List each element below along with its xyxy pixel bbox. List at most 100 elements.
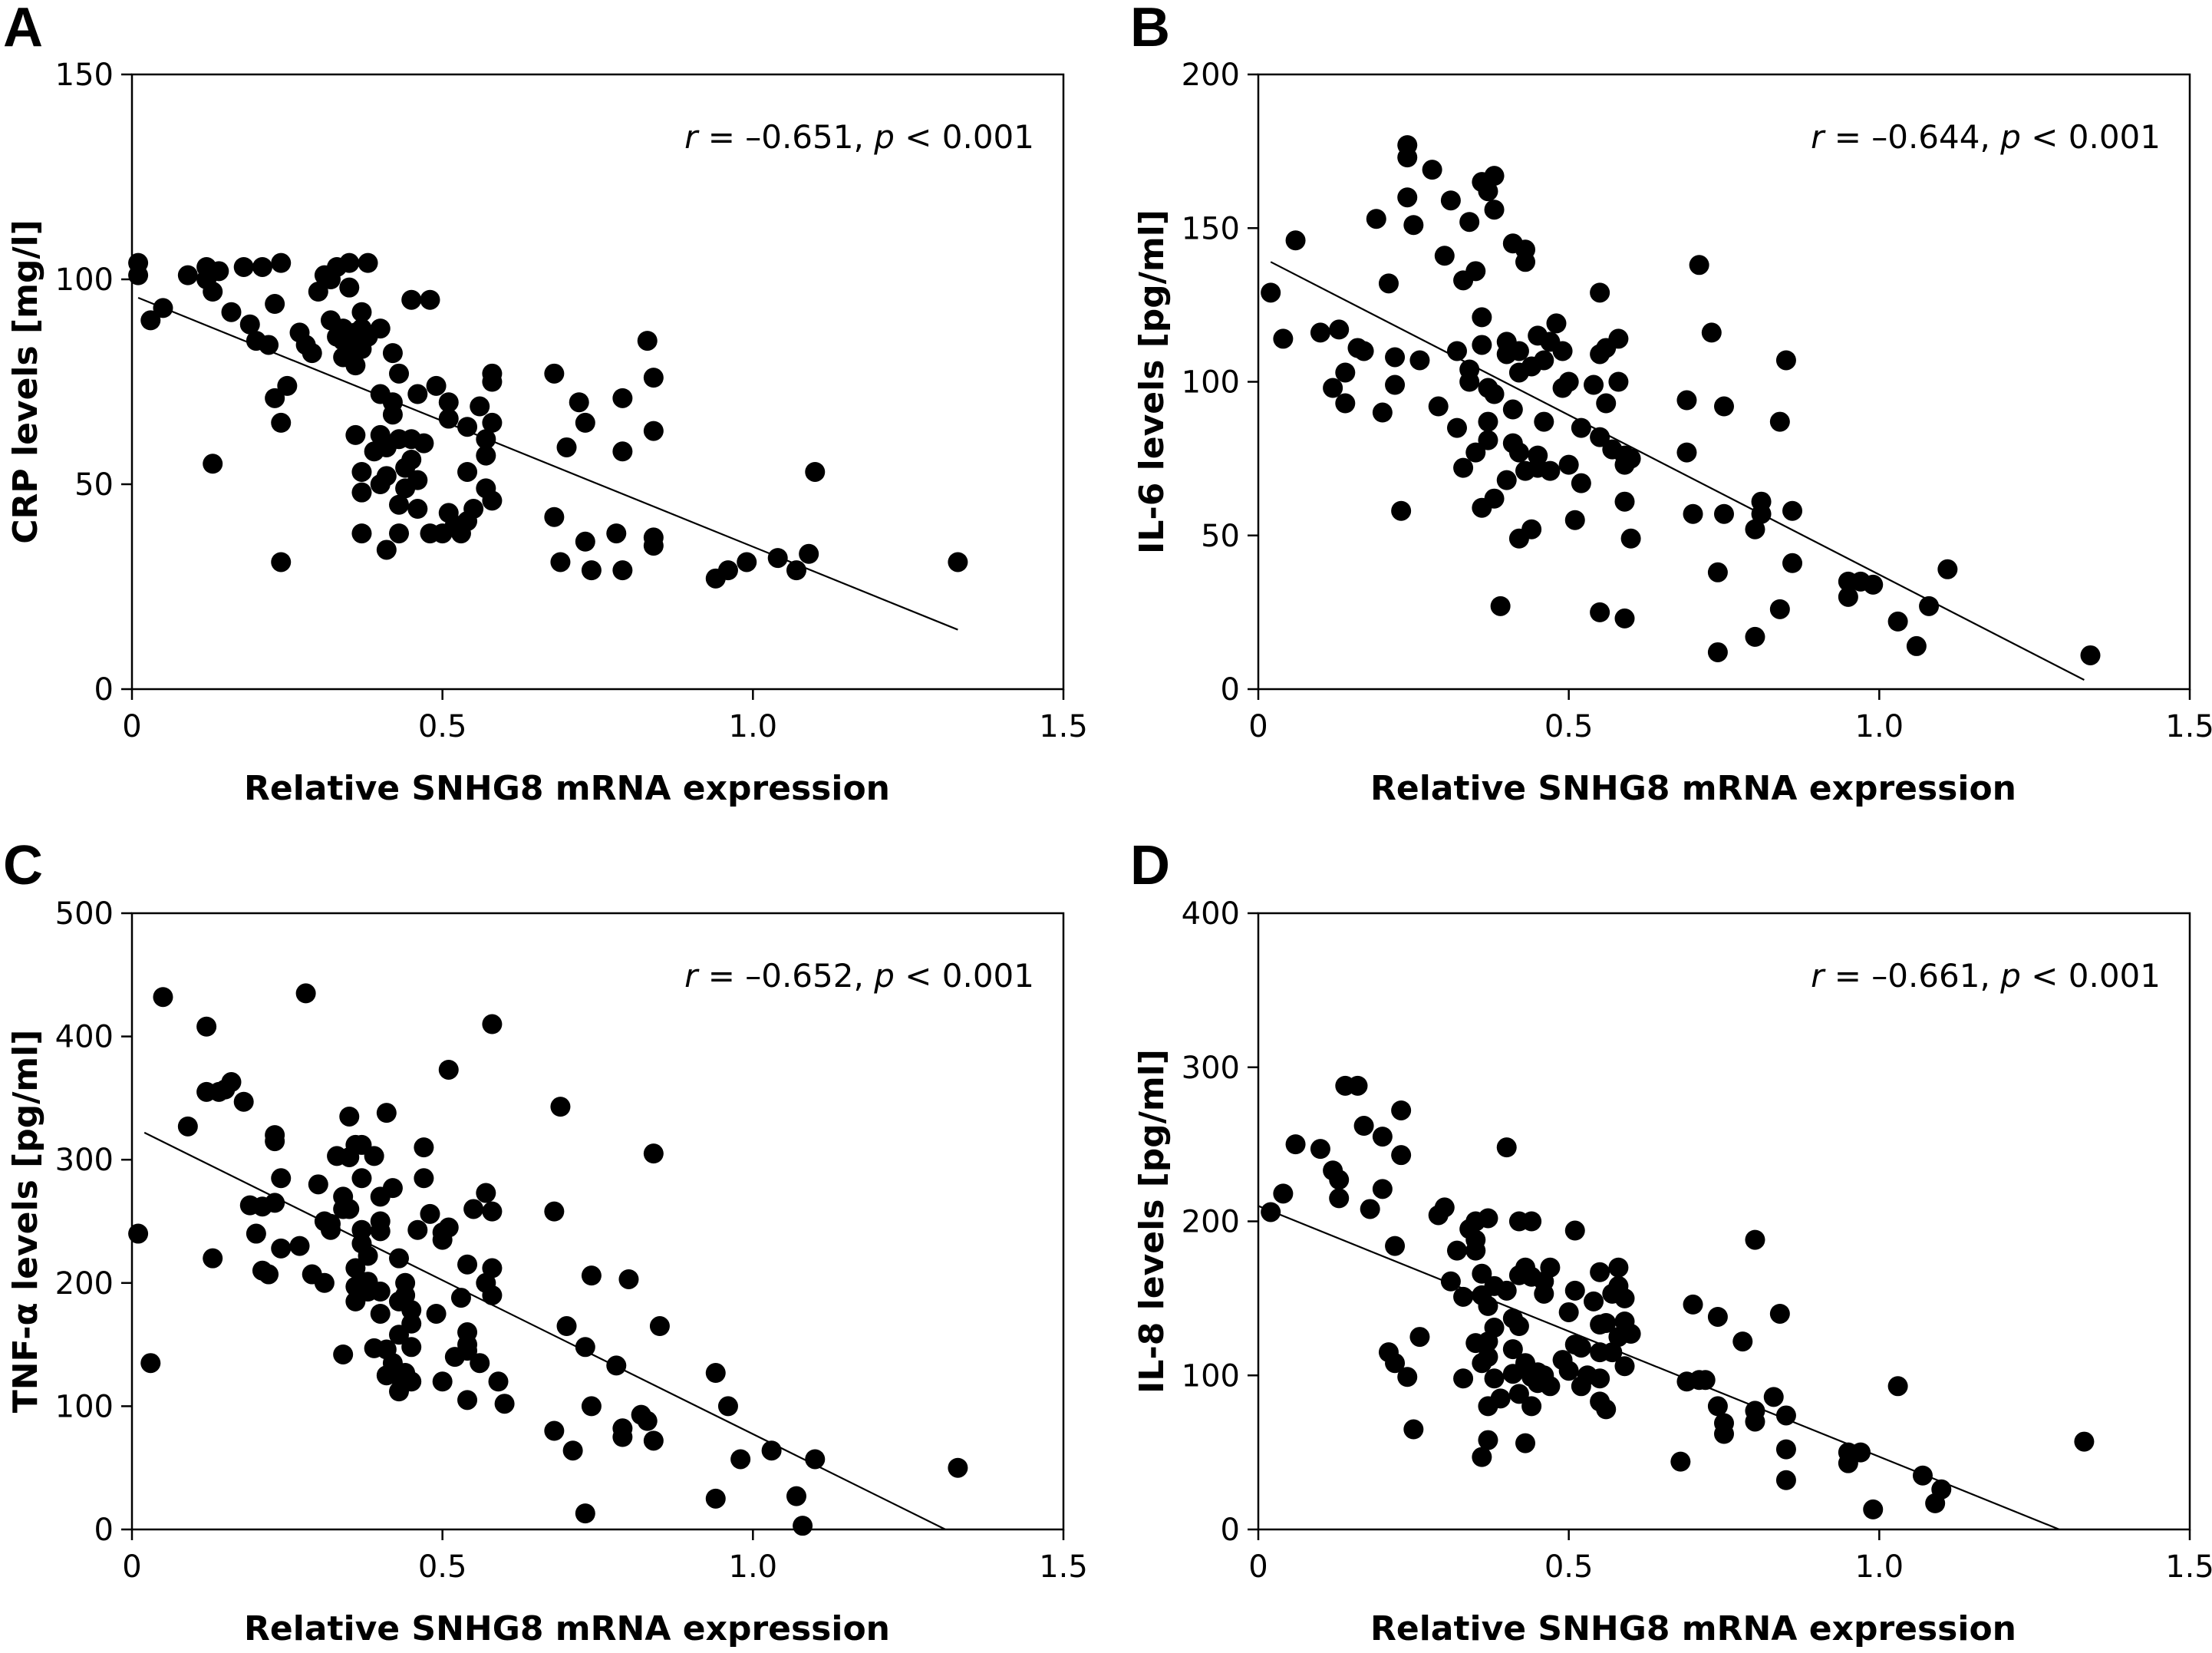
annotation-p-val: < 0.001 <box>895 118 1034 156</box>
data-point <box>1428 396 1449 417</box>
data-point <box>1670 1451 1691 1472</box>
data-point <box>717 560 738 581</box>
data-point <box>1745 1229 1765 1250</box>
y-tick-label: 200 <box>55 1266 114 1302</box>
data-point <box>1838 586 1858 607</box>
data-point <box>799 543 819 564</box>
data-point <box>1478 1347 1498 1368</box>
data-point <box>1285 1134 1306 1155</box>
y-tick-label: 200 <box>1182 1205 1240 1240</box>
data-point <box>1620 528 1641 549</box>
data-point <box>1608 371 1629 392</box>
data-point <box>295 983 316 1004</box>
y-tick-label: 100 <box>1182 1358 1240 1394</box>
data-point <box>1403 1419 1424 1440</box>
data-point <box>1385 347 1406 368</box>
data-point <box>1478 1295 1498 1316</box>
panel-c: C 0 0.5 1.0 1.5 0 100 200 300 400 500 Relative SNHG… <box>3 835 1088 1648</box>
data-point <box>239 314 260 335</box>
annotation-r-sym: r <box>684 957 700 995</box>
correlation-annotation: r = –0.651, p < 0.001 <box>684 118 1034 156</box>
y-tick-label: 50 <box>74 467 114 503</box>
data-point <box>550 552 571 572</box>
data-point <box>1558 1361 1579 1381</box>
data-point <box>1490 1388 1511 1409</box>
data-point <box>1540 1257 1561 1278</box>
data-point <box>1701 322 1722 343</box>
x-tick-label: 0.5 <box>418 709 467 744</box>
data-point <box>948 1457 968 1478</box>
x-tick-label: 1.5 <box>2165 709 2212 744</box>
data-point <box>482 371 503 392</box>
annotation-p-val: < 0.001 <box>2021 957 2161 995</box>
y-axis-title: TNF-α levels [pg/ml] <box>6 1030 45 1414</box>
data-point <box>1496 470 1517 490</box>
data-point <box>438 1059 459 1080</box>
data-point <box>1484 1368 1505 1389</box>
data-point <box>259 335 279 355</box>
data-point <box>494 1394 515 1414</box>
data-point <box>705 1363 726 1384</box>
data-point <box>1863 1499 1884 1519</box>
data-point <box>457 1254 478 1275</box>
data-point <box>643 368 664 388</box>
data-point <box>265 1131 285 1152</box>
x-tick-label: 0 <box>1248 1549 1268 1585</box>
data-point <box>1453 1286 1474 1307</box>
data-points <box>1261 135 2101 665</box>
data-point <box>1422 160 1442 180</box>
data-point <box>203 282 223 302</box>
data-point <box>1453 457 1474 478</box>
data-point <box>1391 1145 1412 1166</box>
x-tick-label: 0 <box>1248 709 1268 744</box>
data-point <box>457 417 478 437</box>
data-point <box>1484 384 1505 404</box>
data-point <box>1440 190 1461 211</box>
y-tick-label: 150 <box>1182 211 1240 246</box>
data-point <box>1937 559 1958 579</box>
data-point <box>1446 417 1467 438</box>
data-point <box>153 987 173 1008</box>
data-point <box>450 1288 471 1308</box>
data-point <box>351 302 372 322</box>
data-point <box>1446 1240 1467 1261</box>
x-tick-label: 1.0 <box>1855 709 1904 744</box>
annotation-p-sym: p <box>873 957 895 995</box>
data-point <box>382 1178 403 1199</box>
data-point <box>1676 442 1697 463</box>
data-point <box>233 256 254 277</box>
data-point <box>1775 1470 1796 1490</box>
data-point <box>1391 1100 1412 1120</box>
data-point <box>1912 1465 1933 1486</box>
data-point <box>637 1410 658 1431</box>
data-point <box>1906 635 1927 656</box>
data-point <box>1571 473 1591 493</box>
data-point <box>612 388 633 408</box>
data-point <box>730 1449 751 1470</box>
x-tick-label: 0 <box>122 1549 141 1585</box>
data-point <box>612 1427 633 1447</box>
x-axis-title: Relative SNHG8 mRNA expression <box>1370 1609 2016 1648</box>
data-point <box>1590 1368 1610 1389</box>
data-point <box>339 277 360 298</box>
data-point <box>1584 374 1604 395</box>
data-point <box>786 1486 806 1506</box>
data-point <box>1323 378 1343 398</box>
plot-frame <box>130 73 1065 691</box>
data-point <box>420 1203 440 1224</box>
y-tick-label: 0 <box>1221 1513 1240 1548</box>
data-point <box>265 1193 285 1213</box>
data-point <box>1496 1280 1517 1301</box>
data-point <box>140 1353 161 1374</box>
data-point <box>643 1430 664 1451</box>
data-point <box>1385 1353 1406 1374</box>
plot-frame <box>130 912 1065 1531</box>
data-point <box>482 1258 503 1279</box>
data-point <box>1614 491 1635 512</box>
data-point <box>438 392 459 413</box>
data-point <box>407 470 428 490</box>
y-tick-label: 0 <box>94 672 114 708</box>
data-point <box>426 1303 447 1324</box>
x-tick-label: 0 <box>122 709 141 744</box>
